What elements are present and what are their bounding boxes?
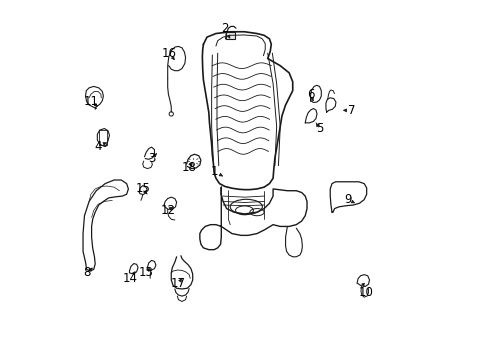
Text: 8: 8	[83, 266, 91, 279]
Text: 2: 2	[221, 22, 228, 35]
Text: 6: 6	[306, 88, 314, 101]
Text: 12: 12	[160, 204, 175, 217]
Text: 1: 1	[210, 165, 218, 177]
Text: 18: 18	[182, 161, 196, 174]
Text: 3: 3	[148, 152, 155, 165]
Text: 14: 14	[122, 272, 138, 285]
Bar	[99, 130, 107, 145]
Text: 7: 7	[347, 104, 355, 117]
Text: 13: 13	[139, 266, 153, 279]
Bar	[226, 32, 235, 39]
Text: 5: 5	[315, 122, 323, 135]
Text: 16: 16	[162, 47, 177, 60]
Text: 11: 11	[83, 95, 98, 108]
Text: 10: 10	[358, 286, 373, 299]
Text: 9: 9	[344, 193, 351, 206]
Text: 15: 15	[135, 183, 150, 195]
Text: 17: 17	[171, 277, 185, 290]
Text: 4: 4	[94, 140, 102, 153]
